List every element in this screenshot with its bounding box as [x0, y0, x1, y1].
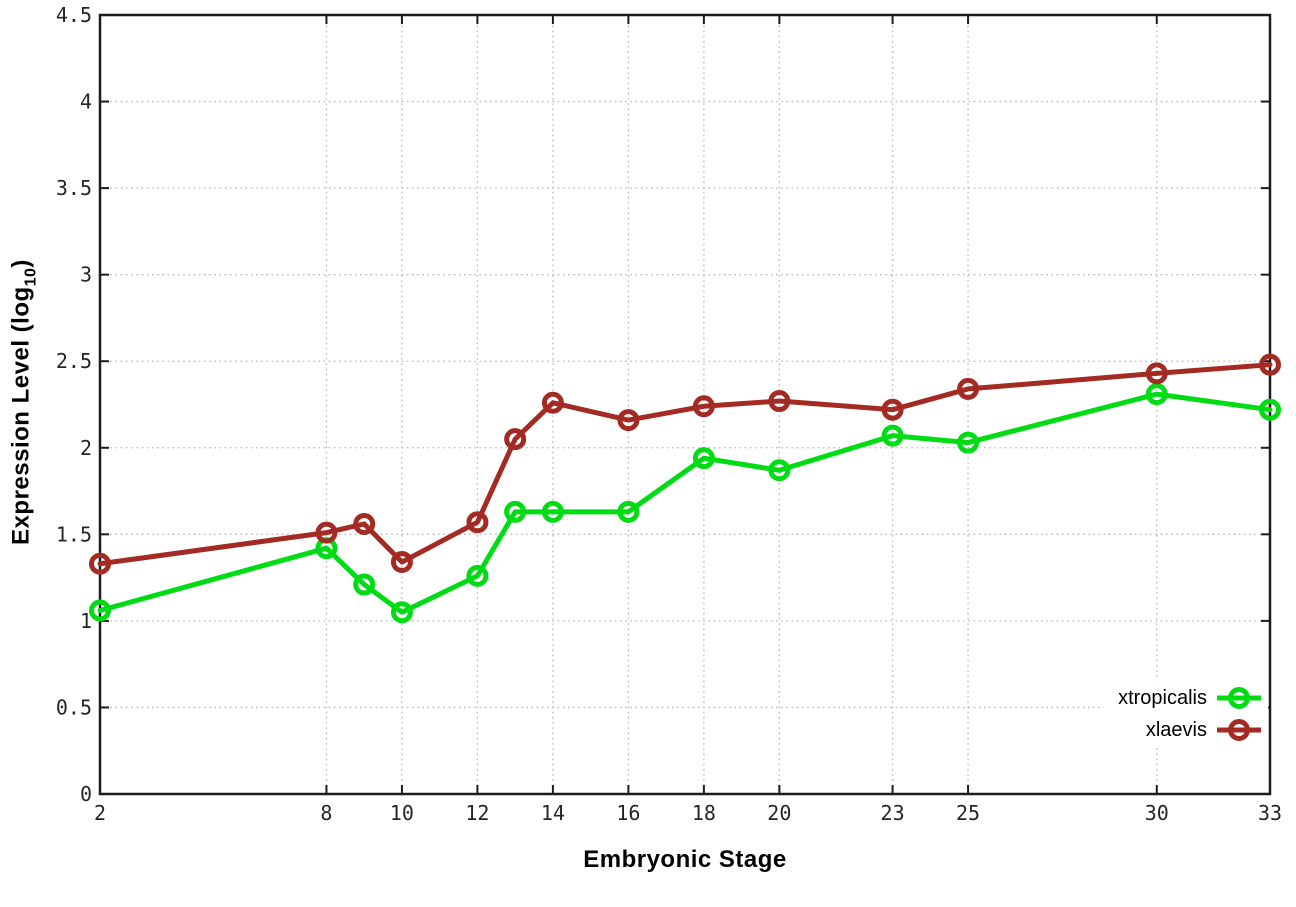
data-point-xtropicalis: [768, 459, 791, 482]
data-point-xlaevis: [617, 409, 640, 432]
data-point-xlaevis: [89, 552, 111, 575]
x-tick-label: 30: [1145, 801, 1169, 825]
data-point-xtropicalis: [541, 500, 564, 523]
y-tick-label: 0.5: [56, 695, 92, 719]
x-tick-label: 16: [616, 801, 640, 825]
data-point-xlaevis: [541, 391, 564, 414]
y-tick-label: 2.5: [56, 349, 92, 373]
y-axis-title: Expression Level (log10): [8, 259, 41, 545]
legend-label: xtropicalis: [1118, 686, 1207, 709]
y-axis-title-close: ): [7, 259, 35, 268]
data-point-xlaevis: [957, 377, 980, 400]
plot-border: [98, 13, 1272, 796]
data-point-xtropicalis: [692, 447, 715, 470]
y-tick-label: 1: [80, 609, 92, 633]
x-tick-label: 10: [390, 801, 414, 825]
x-tick-label: 20: [767, 801, 791, 825]
y-tick-label: 2: [80, 436, 92, 460]
x-tick-label: 14: [541, 801, 565, 825]
x-tick-label: 12: [465, 801, 489, 825]
data-point-xtropicalis: [1259, 398, 1281, 421]
series-line-xtropicalis: [97, 391, 1273, 615]
x-tick-label: 25: [956, 801, 980, 825]
data-point-xlaevis: [692, 395, 715, 418]
y-tick-label: 4: [80, 90, 92, 114]
data-point-xtropicalis: [89, 599, 111, 622]
data-point-xlaevis: [315, 521, 338, 544]
data-point-xtropicalis: [466, 564, 489, 587]
legend-label: xlaevis: [1145, 718, 1207, 741]
x-tick-label: 8: [320, 801, 332, 825]
y-axis-title-subscript: 10: [22, 267, 40, 287]
data-point-xlaevis: [390, 551, 413, 574]
x-axis-title: Embryonic Stage: [583, 846, 787, 873]
x-tick-label: 18: [692, 801, 716, 825]
data-point-xtropicalis: [353, 573, 376, 596]
data-point-xlaevis: [768, 390, 791, 413]
y-tick-label: 3: [80, 263, 92, 287]
y-tick-label: 1.5: [56, 522, 92, 546]
x-tick-label: 33: [1258, 801, 1282, 825]
x-tick-label: 2: [94, 801, 106, 825]
data-point-xlaevis: [504, 428, 527, 451]
data-point-xlaevis: [466, 511, 489, 534]
data-point-xtropicalis: [881, 424, 904, 447]
y-tick-label: 0: [80, 782, 92, 806]
data-point-xtropicalis: [504, 500, 527, 523]
data-point-xtropicalis: [617, 500, 640, 523]
data-point-xtropicalis: [1145, 383, 1168, 406]
legend-item-xlaevis: xlaevis: [1146, 715, 1262, 745]
y-tick-label: 4.5: [56, 3, 92, 27]
data-point-xlaevis: [353, 512, 376, 535]
data-point-xlaevis: [1145, 362, 1168, 385]
data-point-xtropicalis: [390, 601, 413, 624]
legend-marker-xtropicalis: [1217, 687, 1261, 709]
y-tick-label: 3.5: [56, 176, 92, 200]
data-point-xlaevis: [881, 398, 904, 421]
legend: xtropicalis xlaevis: [1104, 681, 1268, 747]
data-point-xtropicalis: [957, 431, 980, 454]
data-point-xlaevis: [1259, 353, 1281, 376]
legend-marker-xlaevis: [1217, 719, 1261, 741]
y-axis-title-text: Expression Level (log: [7, 286, 35, 545]
x-tick-label: 23: [881, 801, 905, 825]
legend-item-xtropicalis: xtropicalis: [1118, 683, 1262, 713]
